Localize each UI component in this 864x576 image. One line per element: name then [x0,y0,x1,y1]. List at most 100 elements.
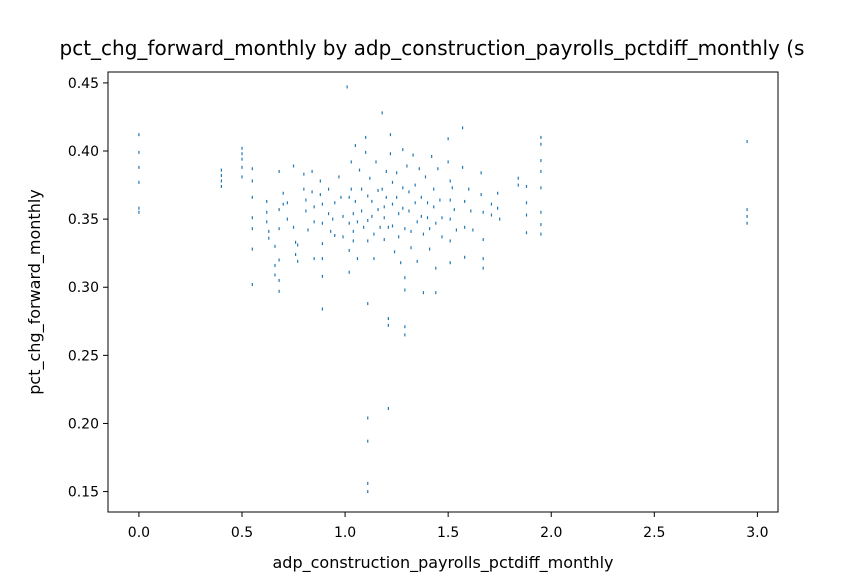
scatter-point [490,213,493,217]
scatter-point [367,490,369,494]
scatter-point [499,217,501,221]
scatter-point [138,210,140,214]
scatter-point [350,187,352,191]
scatter-point [371,199,373,203]
scatter-point [138,206,140,210]
scatter-point [746,221,748,225]
y-tick-label: 0.35 [68,212,99,228]
scatter-point [746,208,748,212]
scatter-point [327,187,330,191]
scatter-point [321,202,323,206]
scatter-point [418,167,420,171]
scatter-point [352,212,354,216]
scatter-point [321,307,323,311]
scatter-point [311,169,313,173]
scatter-point [295,253,297,257]
scatter-point [441,216,443,220]
scatter-point [402,186,404,190]
scatter-point [342,214,344,218]
scatter-point [453,208,455,212]
scatter-point [389,133,392,137]
scatter-point [447,137,449,141]
scatter-point [305,209,307,213]
chart-title: pct_chg_forward_monthly by adp_construct… [60,36,805,60]
scatter-point [292,164,295,168]
scatter-point [414,183,416,187]
scatter-point [416,259,418,263]
scatter-point [387,317,389,321]
scatter-point [220,174,222,178]
scatter-point [393,250,396,254]
scatter-point [313,205,315,209]
x-tick-label: 1.0 [334,525,356,541]
scatter-point [398,212,400,216]
scatter-point [268,236,270,240]
scatter-point [435,266,437,270]
plot-area [107,71,779,513]
scatter-point [389,152,392,156]
scatter-point [319,179,321,183]
scatter-point [433,205,435,209]
scatter-point [424,175,427,179]
scatter-point [363,225,365,229]
scatter-point [251,179,253,183]
scatter-point [303,172,305,176]
scatter-point [402,206,404,210]
scatter-point [540,210,542,214]
scatter-point [274,244,276,248]
scatter-point [356,220,359,224]
scatter-point [387,323,389,327]
scatter-point [449,179,451,183]
scatter-point [321,221,323,225]
scatter-point [367,239,369,243]
scatter-point [354,144,356,148]
scatter-point [391,202,394,206]
scatter-point [138,150,140,154]
scatter-point [307,228,309,232]
scatter-point [338,175,340,179]
scatter-point [313,257,315,261]
scatter-point [540,232,542,236]
scatter-point [482,266,484,270]
scatter-point [472,228,474,232]
scatter-point [540,135,542,139]
scatter-point [305,198,307,202]
scatter-point [408,190,410,194]
scatter-point [429,227,431,231]
scatter-point [365,150,367,154]
scatter-point [354,199,356,203]
x-tick-label: 1.5 [437,525,459,541]
scatter-point [278,208,280,212]
scatter-point [241,165,243,169]
scatter-point [449,217,451,221]
scatter-point [327,212,330,216]
scatter-point [540,169,542,173]
scatter-point [348,248,350,252]
scatter-point [404,276,406,280]
scatter-point [449,261,451,265]
scatter-point [414,201,416,205]
scatter-point [241,157,243,161]
scatter-point [241,146,243,150]
scatter-point [350,160,352,164]
scatter-point [412,153,414,157]
scatter-point [266,220,268,224]
scatter-point [321,257,323,261]
y-tick-label: 0.40 [68,144,99,160]
scatter-point [439,198,441,202]
scatter-point [241,175,243,179]
x-axis-label: adp_construction_payrolls_pctdiff_monthl… [273,553,614,573]
scatter-point [348,270,350,274]
x-tick-label: 2.5 [643,525,665,541]
scatter-point [468,187,470,191]
scatter-point [482,210,484,214]
scatter-point [348,221,350,225]
scatter-point [383,238,385,242]
scatter-point [332,217,334,221]
scatter-point [482,257,484,261]
scatter-point [464,199,466,203]
x-tick-label: 2.0 [540,525,562,541]
scatter-point [525,231,528,235]
scatter-point [410,229,412,233]
y-tick-label: 0.45 [68,76,99,92]
